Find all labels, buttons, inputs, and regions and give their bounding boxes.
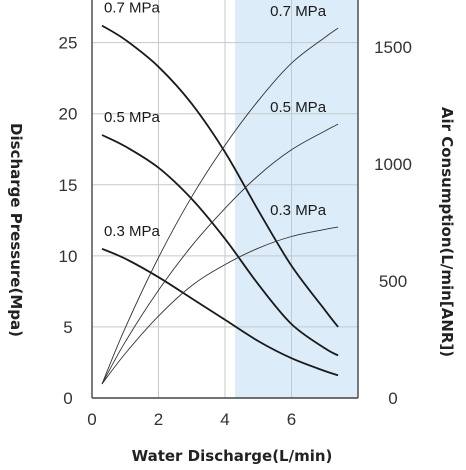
y-right-tick-label: 500: [379, 272, 407, 291]
pressure-line-05: [101, 134, 339, 357]
pressure-label-05: 0.5 MPa: [104, 109, 161, 126]
y-left-tick-label: 15: [59, 176, 78, 195]
y-left-tick-label: 20: [59, 105, 78, 124]
y-right-tick-label: 1000: [374, 155, 412, 174]
y-left-axis-title: Discharge Pressure(Mpa): [7, 123, 25, 337]
x-tick-label: 6: [287, 410, 296, 429]
pressure-label-07: 0.7 MPa: [104, 0, 161, 17]
axes: [91, 0, 359, 399]
series-lines: [101, 24, 339, 385]
air-label-03: 0.3 MPa: [270, 202, 327, 219]
air-line-05: [101, 123, 339, 385]
y-left-tick-label: 5: [63, 318, 72, 337]
pressure-label-03: 0.3 MPa: [104, 223, 161, 240]
highlight-band: [234, 0, 358, 398]
air-line-07: [101, 27, 339, 385]
y-right-tick-label: 1500: [374, 38, 412, 57]
tick-labels: 0 2 4 6 0 5 10 15 20 25 0 500 1000 1500: [59, 34, 412, 429]
air-label-05: 0.5 MPa: [270, 99, 327, 116]
y-left-tick-label: 0: [63, 389, 72, 408]
air-label-07: 0.7 MPa: [270, 3, 327, 20]
y-right-tick-label: 0: [388, 389, 397, 408]
y-right-axis-title: Air Consumption(L/min[ANR]): [438, 107, 456, 357]
y-left-tick-label: 10: [59, 247, 78, 266]
x-axis-title: Water Discharge(L/min): [132, 447, 333, 465]
air-line-03: [101, 226, 339, 385]
pressure-line-03: [101, 247, 339, 377]
x-tick-label: 4: [220, 410, 229, 429]
x-tick-label: 2: [154, 410, 163, 429]
x-tick-label: 0: [87, 410, 96, 429]
series-labels: 0.7 MPa 0.5 MPa 0.3 MPa 0.7 MPa 0.5 MPa 0.3 M…: [104, 0, 327, 240]
y-left-tick-label: 25: [59, 34, 78, 53]
pressure-line-07: [101, 24, 339, 328]
